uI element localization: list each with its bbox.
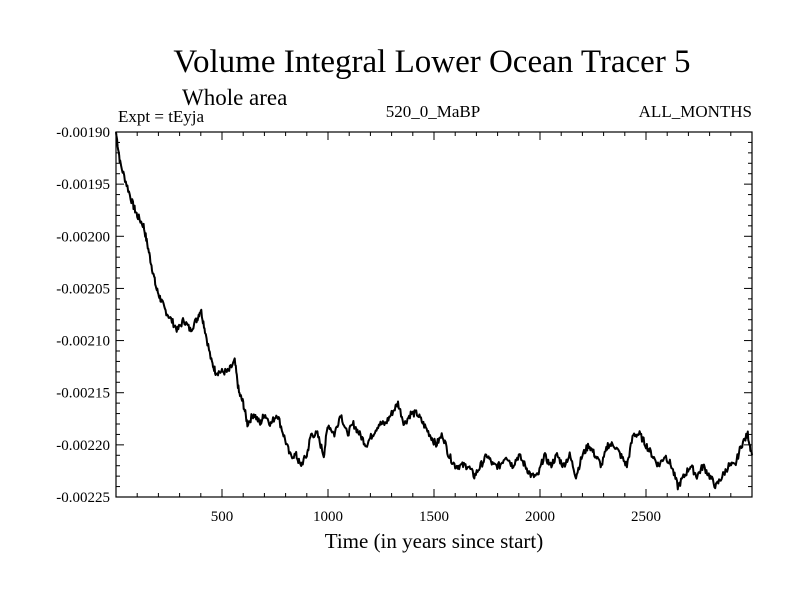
series-line — [115, 131, 753, 491]
y-tick-label: -0.00195 — [56, 177, 110, 193]
x-axis-label: Time (in years since start) — [325, 529, 544, 553]
y-axis-ticks: -0.00190 -0.00195 -0.00200 -0.00205 -0.00210… — [56, 125, 752, 506]
period-label: ALL_MONTHS — [639, 102, 752, 121]
y-tick-label: -0.00200 — [56, 229, 110, 245]
y-tick-label: -0.00205 — [56, 281, 110, 297]
y-tick-label: -0.00220 — [56, 438, 110, 454]
chart-subtitle: Whole area — [182, 85, 287, 110]
y-tick-label: -0.00215 — [56, 386, 110, 402]
y-tick-label: -0.00225 — [56, 490, 110, 506]
y-tick-label: -0.00210 — [56, 334, 110, 350]
x-axis-ticks: 500 1000 1500 2000 2500 — [136, 132, 732, 525]
run-label: 520_0_MaBP — [386, 102, 480, 121]
x-tick-label: 1000 — [313, 509, 343, 525]
x-tick-label: 500 — [211, 509, 234, 525]
chart-title: Volume Integral Lower Ocean Tracer 5 — [173, 44, 690, 80]
experiment-label: Expt = tEyja — [118, 107, 205, 126]
x-tick-label: 2000 — [525, 509, 555, 525]
series-layer — [115, 131, 753, 491]
y-tick-label: -0.00190 — [56, 125, 110, 141]
x-tick-label: 2500 — [631, 509, 661, 525]
x-tick-label: 1500 — [419, 509, 449, 525]
